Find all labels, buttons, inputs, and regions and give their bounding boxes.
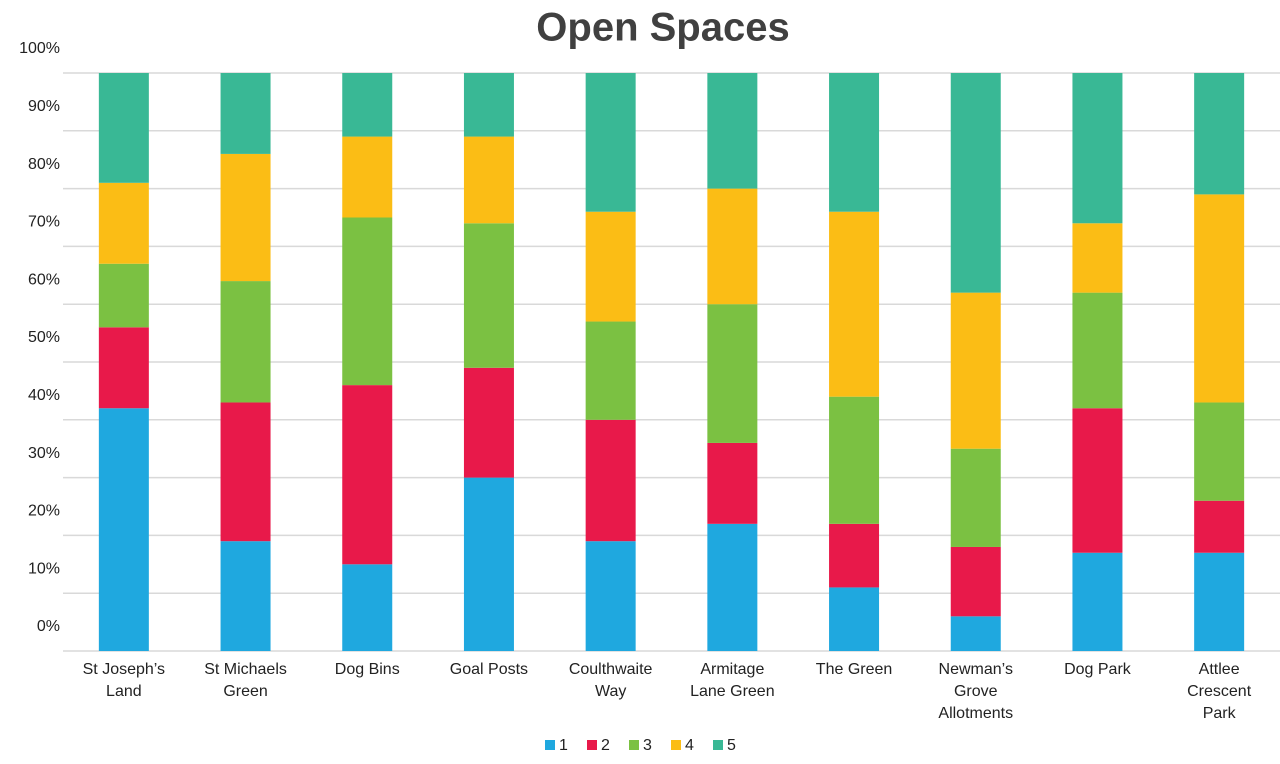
bar-segment — [98, 182, 149, 264]
bar-segment — [1194, 73, 1245, 195]
bar-segment — [829, 523, 880, 588]
bar-segment — [98, 327, 149, 409]
bar-segment — [829, 396, 880, 524]
bar-segment — [463, 367, 514, 478]
bar-segment — [342, 385, 393, 565]
chart-title: Open Spaces — [536, 6, 789, 50]
bar-segment — [707, 442, 758, 524]
y-tick-label: 70% — [28, 214, 60, 231]
bar-segment — [220, 402, 271, 542]
bar-segment — [98, 263, 149, 328]
y-tick-label: 30% — [28, 445, 60, 462]
y-tick-label: 80% — [28, 156, 60, 173]
bar-segment — [342, 217, 393, 386]
legend-swatch — [713, 740, 723, 750]
bar-segment — [1072, 408, 1123, 553]
bar-segment — [1194, 194, 1245, 403]
y-tick-label: 40% — [28, 387, 60, 404]
bar-segment — [220, 73, 271, 154]
bar-segment — [220, 153, 271, 282]
x-tick-label: St Michaels Green — [204, 661, 287, 700]
bar-segment — [707, 73, 758, 189]
legend-label: 5 — [727, 737, 736, 754]
x-tick-label: Goal Posts — [449, 661, 529, 678]
bar-segment — [707, 304, 758, 443]
x-tick-label: Newman’s Grove Allotments — [938, 661, 1014, 722]
legend-swatch — [545, 740, 555, 750]
bar-segment — [463, 477, 514, 651]
legend-label: 4 — [685, 737, 694, 754]
bar-segment — [829, 587, 880, 651]
bar-segment — [585, 73, 636, 212]
legend-label: 2 — [601, 737, 610, 754]
bar-segment — [463, 136, 514, 224]
x-tick-label: Armitage Lane Green — [690, 661, 775, 700]
bar-segment — [585, 541, 636, 651]
bar-segment — [98, 408, 149, 651]
bar-segment — [950, 292, 1001, 449]
legend-label: 3 — [643, 737, 652, 754]
bar-segment — [342, 136, 393, 218]
x-tick-label: Dog Bins — [334, 661, 400, 678]
x-tick-label: The Green — [815, 661, 893, 678]
bar-segment — [829, 211, 880, 397]
bar-segment — [707, 188, 758, 305]
y-tick-label: 60% — [28, 271, 60, 288]
legend-swatch — [587, 740, 597, 750]
bar-segment — [1194, 552, 1245, 651]
bar-segment — [463, 223, 514, 368]
bar-segment — [585, 419, 636, 542]
bar-segment — [829, 73, 880, 212]
bar-segment — [950, 73, 1001, 293]
x-tick-label: St Joseph’s Land — [82, 661, 166, 700]
bar-segment — [1072, 223, 1123, 293]
x-tick-label: Coulthwaite Way — [568, 661, 653, 700]
bar-segment — [950, 616, 1001, 651]
bar-segment — [220, 541, 271, 651]
bar-segment — [342, 564, 393, 651]
y-tick-label: 90% — [28, 98, 60, 115]
legend-swatch — [629, 740, 639, 750]
bar-segment — [98, 73, 149, 183]
y-tick-label: 0% — [37, 618, 60, 635]
y-tick-label: 50% — [28, 329, 60, 346]
legend-swatch — [671, 740, 681, 750]
x-tick-label: Attlee Crescent Park — [1187, 661, 1252, 722]
bar-segment — [463, 73, 514, 137]
bar-segment — [1072, 292, 1123, 409]
legend-label: 1 — [559, 737, 568, 754]
y-tick-label: 100% — [19, 40, 60, 57]
bar-segment — [1194, 500, 1245, 553]
x-tick-label: Dog Park — [1064, 661, 1131, 678]
y-tick-label: 10% — [28, 560, 60, 577]
bar-segment — [1194, 402, 1245, 501]
y-tick-label: 20% — [28, 503, 60, 520]
bar-segment — [220, 281, 271, 403]
bar-segment — [1072, 552, 1123, 651]
bar-segment — [585, 321, 636, 420]
bar-segment — [707, 523, 758, 651]
bar-segment — [342, 73, 393, 137]
bar-segment — [585, 211, 636, 322]
bar-segment — [1072, 73, 1123, 224]
bar-segment — [950, 448, 1001, 547]
bar-segment — [950, 546, 1001, 617]
